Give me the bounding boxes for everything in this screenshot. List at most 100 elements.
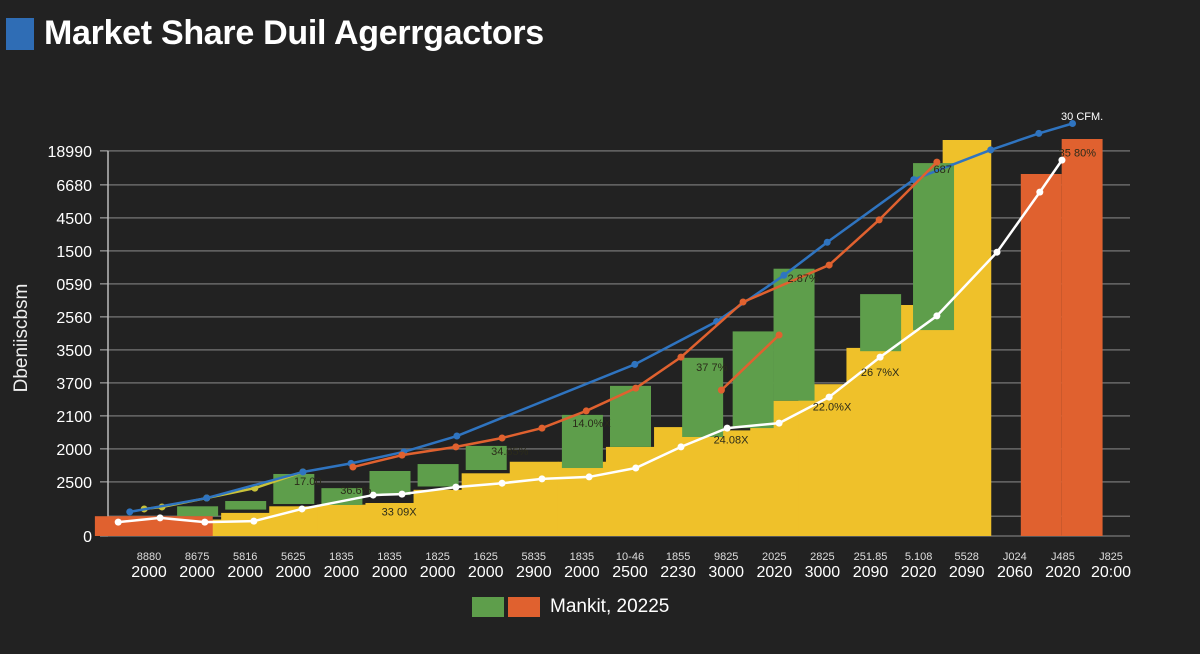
x-tick-label: 2020 — [1045, 564, 1081, 581]
yellow-bar — [509, 461, 559, 536]
white-line-point — [114, 518, 122, 526]
y-tick-label: 0 — [83, 529, 92, 546]
y-tick-label: 0590 — [56, 277, 92, 294]
white-line-point — [498, 479, 506, 487]
green-bar — [561, 414, 603, 469]
green-bar — [913, 163, 955, 331]
x-tick-label: 2230 — [660, 564, 696, 581]
white-line-point — [723, 424, 731, 432]
y-tick-label: 18990 — [48, 144, 93, 161]
white-line-point — [775, 419, 783, 427]
white-line-point — [538, 475, 546, 483]
yellow-bar — [365, 503, 415, 536]
legend-swatch-green — [472, 597, 504, 617]
white-line-point — [398, 490, 406, 498]
y-tick-label: 2000 — [56, 442, 92, 459]
x-tick-sublabel: 8675 — [185, 551, 209, 563]
x-tick-sublabel: 10-46 — [616, 551, 644, 563]
white-line-point — [452, 483, 460, 491]
orange-line-point — [452, 443, 460, 451]
x-tick-sublabel: 1835 — [377, 551, 401, 563]
orange-line-point — [538, 424, 546, 432]
white-line-point — [1036, 188, 1044, 196]
x-tick-sublabel: 1835 — [570, 551, 594, 563]
orange-line-point — [632, 384, 640, 392]
x-tick-label: 2500 — [612, 564, 648, 581]
x-tick-label: 2000 — [179, 564, 215, 581]
x-tick-sublabel: J024 — [1003, 551, 1027, 563]
x-tick-sublabel: 5816 — [233, 551, 257, 563]
orange-line-point — [717, 386, 725, 394]
white-line-point — [250, 517, 258, 525]
x-tick-label: 3000 — [805, 564, 841, 581]
white-line-point — [156, 514, 164, 522]
y-tick-label: 1500 — [56, 244, 92, 261]
green-bar — [682, 357, 724, 437]
x-tick-sublabel: 1825 — [425, 551, 449, 563]
orange-bar — [1061, 139, 1103, 536]
white-line-point — [298, 505, 306, 513]
yellow-bar — [846, 347, 896, 536]
yellow-bar — [605, 446, 655, 536]
orange-line — [352, 161, 938, 469]
x-tick-sublabel: 9825 — [714, 551, 738, 563]
blue-line-point — [823, 238, 831, 246]
data-annotation: 22.0%X — [813, 402, 852, 414]
orange-line-point — [498, 434, 506, 442]
x-tick-sublabel: 251.85 — [854, 551, 888, 563]
data-annotation: 37 7% — [696, 362, 727, 374]
x-tick-sublabel: 5528 — [954, 551, 978, 563]
x-tick-sublabel: 1855 — [666, 551, 690, 563]
x-tick-sublabel: 5.108 — [905, 551, 933, 563]
data-annotation: 33 09X — [382, 507, 418, 519]
x-tick-sublabel: J485 — [1051, 551, 1075, 563]
yellow-bar — [413, 489, 463, 536]
data-annotation: 17.00 — [294, 476, 322, 488]
chart-title: Market Share Duil Agerrgactors — [6, 14, 544, 53]
white-line-point — [632, 464, 640, 472]
white-line-point — [677, 443, 685, 451]
y-tick-label: 2500 — [56, 475, 92, 492]
green-bar — [610, 385, 651, 447]
y-tick-label: 6680 — [56, 178, 92, 195]
orange-line-point — [775, 331, 783, 339]
yellow-bar — [221, 512, 270, 536]
data-annotation: 14.0%X — [572, 418, 611, 430]
orange-line-point — [933, 158, 941, 166]
white-line-point — [201, 518, 209, 526]
orange-line-point — [875, 216, 883, 224]
legend-swatch-orange — [508, 597, 540, 617]
x-tick-label: 2000 — [324, 564, 360, 581]
blue-line — [129, 122, 1073, 514]
x-tick-label: 20:00 — [1091, 564, 1131, 581]
yellow-bar — [702, 430, 751, 536]
green-bar — [860, 294, 902, 352]
white-line-point — [369, 491, 377, 499]
yellow-bar — [894, 305, 944, 536]
orange-line-point — [582, 407, 590, 415]
x-tick-sublabel: 5625 — [281, 551, 305, 563]
data-annotation: 2.87% — [788, 273, 819, 285]
blue-line-point — [453, 432, 461, 440]
green-bar — [369, 470, 411, 496]
x-tick-label: 2090 — [949, 564, 985, 581]
blue-line-point — [203, 494, 211, 502]
yellow-bar — [317, 504, 366, 536]
blue-line-point — [780, 271, 788, 279]
data-annotation: 24.08X — [714, 435, 750, 447]
x-tick-sublabel: 5835 — [522, 551, 546, 563]
blue-line-point — [1069, 120, 1077, 127]
x-tick-label: 2060 — [997, 564, 1033, 581]
blue-line-point — [910, 176, 918, 184]
x-tick-label: 2000 — [227, 564, 263, 581]
y-tick-label: 4500 — [56, 211, 92, 228]
data-annotation: 26 7%X — [861, 367, 900, 379]
legend: Mankit, 20225 — [472, 596, 669, 618]
white-line-point — [876, 353, 884, 361]
x-tick-label: 2000 — [420, 564, 456, 581]
title-text: Market Share Duil Agerrgactors — [44, 14, 544, 52]
x-tick-label: 2000 — [276, 564, 312, 581]
x-tick-sublabel: J825 — [1099, 551, 1123, 563]
white-line-point — [825, 393, 833, 401]
